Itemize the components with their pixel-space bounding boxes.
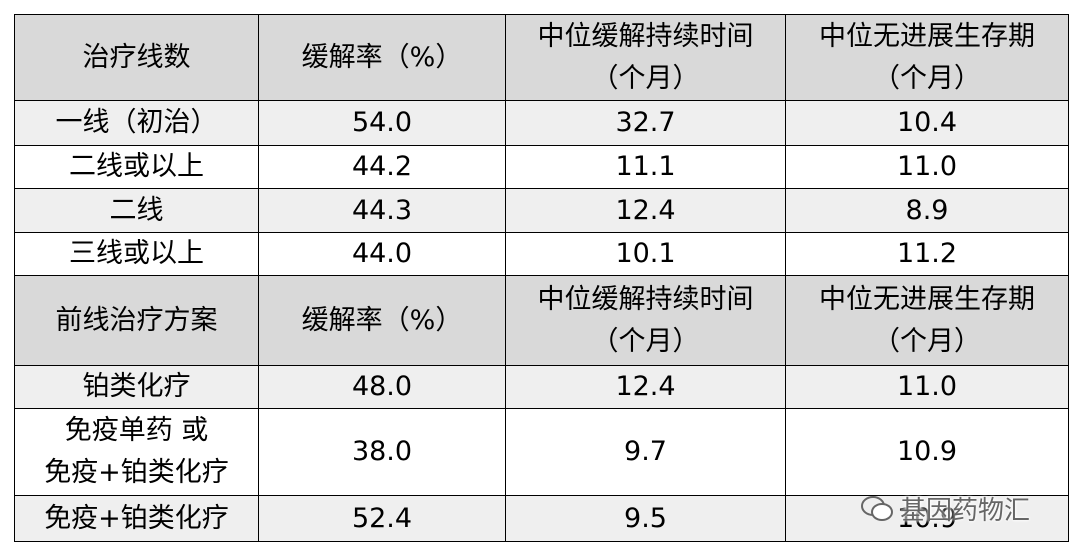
- table-row: 三线或以上 44.0 10.1 11.2: [14, 232, 1069, 276]
- value-cell: 11.0: [785, 365, 1069, 409]
- table-row: 二线或以上 44.2 11.1 11.0: [14, 145, 1069, 189]
- header-cell: 前线治疗方案: [14, 275, 259, 366]
- row-label: 三线或以上: [14, 232, 259, 276]
- header-cell: 中位无进展生存期 （个月）: [785, 14, 1069, 101]
- row-label: 铂类化疗: [14, 365, 259, 409]
- table-row: 免疫+铂类化疗 52.4 9.5 10.9: [14, 495, 1069, 542]
- table-row: 一线（初治） 54.0 32.7 10.4: [14, 100, 1069, 146]
- value-cell: 32.7: [505, 100, 786, 146]
- row-label: 二线或以上: [14, 145, 259, 189]
- value-cell: 10.4: [785, 100, 1069, 146]
- value-cell: 10.1: [505, 232, 786, 276]
- row-label: 免疫单药 或 免疫+铂类化疗: [14, 408, 259, 496]
- value-cell: 44.0: [258, 232, 506, 276]
- header-cell: 治疗线数: [14, 14, 259, 101]
- watermark-text: 基因药物汇: [900, 496, 1031, 526]
- row-label: 一线（初治）: [14, 100, 259, 146]
- value-cell: 12.4: [505, 188, 786, 233]
- value-cell: 44.2: [258, 145, 506, 189]
- value-cell: 8.9: [785, 188, 1069, 233]
- table-row: 二线 44.3 12.4 8.9: [14, 188, 1069, 233]
- value-cell: 9.7: [505, 408, 786, 496]
- value-cell: 11.1: [505, 145, 786, 189]
- watermark: 基因药物汇: [860, 490, 1030, 527]
- value-cell: 11.2: [785, 232, 1069, 276]
- header-row: 前线治疗方案 缓解率（%） 中位缓解持续时间 （个月） 中位无进展生存期 （个月）: [14, 275, 1069, 366]
- value-cell: 12.4: [505, 365, 786, 409]
- table-row: 铂类化疗 48.0 12.4 11.0: [14, 365, 1069, 409]
- value-cell: 11.0: [785, 145, 1069, 189]
- value-cell: 48.0: [258, 365, 506, 409]
- value-cell: 9.5: [505, 495, 786, 542]
- value-cell: 10.9: [785, 408, 1069, 496]
- wechat-icon: [861, 495, 893, 521]
- value-cell: 52.4: [258, 495, 506, 542]
- header-cell: 缓解率（%）: [258, 14, 506, 101]
- results-table: 治疗线数 缓解率（%） 中位缓解持续时间 （个月） 中位无进展生存期 （个月） 一线（初…: [14, 14, 1069, 542]
- header-row: 治疗线数 缓解率（%） 中位缓解持续时间 （个月） 中位无进展生存期 （个月）: [14, 14, 1069, 101]
- header-cell: 中位无进展生存期 （个月）: [785, 275, 1069, 366]
- value-cell: 38.0: [258, 408, 506, 496]
- value-cell: 10.9: [785, 495, 1069, 542]
- row-label: 二线: [14, 188, 259, 233]
- header-cell: 缓解率（%）: [258, 275, 506, 366]
- header-cell: 中位缓解持续时间 （个月）: [505, 14, 786, 101]
- value-cell: 44.3: [258, 188, 506, 233]
- header-cell: 中位缓解持续时间 （个月）: [505, 275, 786, 366]
- table-row: 免疫单药 或 免疫+铂类化疗 38.0 9.7 10.9: [14, 408, 1069, 496]
- row-label: 免疫+铂类化疗: [14, 495, 259, 542]
- value-cell: 54.0: [258, 100, 506, 146]
